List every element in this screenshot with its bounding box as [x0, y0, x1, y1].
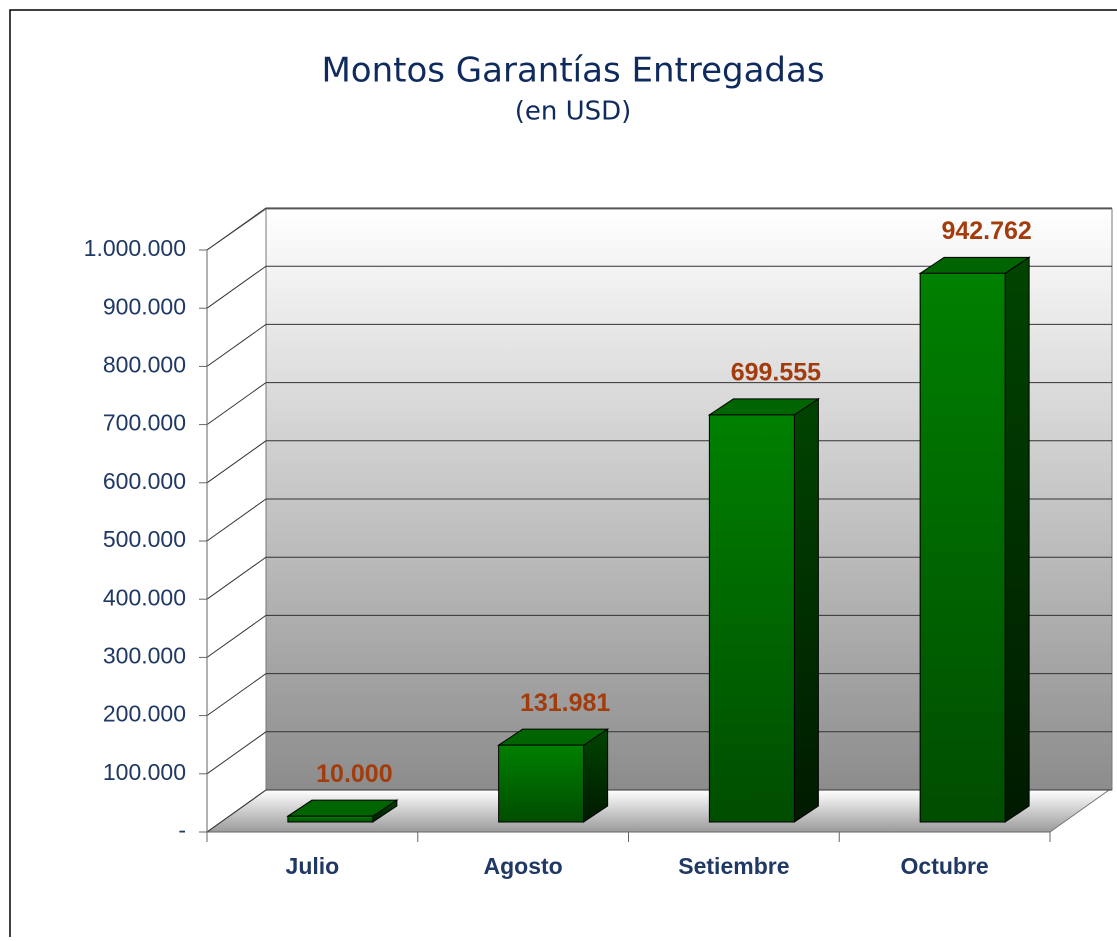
- grid-line: [206, 440, 1112, 484]
- bar-side: [1004, 256, 1030, 823]
- chart-subtitle: (en USD): [515, 97, 632, 127]
- bar: [918, 256, 1031, 823]
- bar-front: [498, 744, 585, 823]
- bar-front: [708, 414, 795, 823]
- grid-line: [206, 382, 1112, 426]
- grid-line: [206, 556, 1112, 600]
- y-tick-label: 800.000: [103, 351, 186, 377]
- y-tick-label: 600.000: [103, 468, 186, 494]
- value-label: 131.981: [520, 689, 610, 717]
- y-tick-label: 700.000: [103, 410, 186, 436]
- value-label: 942.762: [941, 217, 1031, 245]
- y-tick-label: 300.000: [103, 642, 186, 668]
- frame: [9, 9, 1117, 941]
- y-tick-label: 400.000: [103, 584, 186, 610]
- bar-front: [287, 815, 374, 823]
- grid-line: [206, 673, 1112, 717]
- grid-line: [206, 614, 1112, 658]
- x-tick-label: Agosto: [484, 853, 563, 879]
- chart-title: Montos Garantías Entregadas: [321, 51, 824, 91]
- y-tick-label: -: [178, 817, 186, 843]
- bar: [286, 799, 399, 823]
- y-tick-label: 1.000.000: [84, 235, 186, 261]
- grid-line: [206, 207, 1112, 251]
- grid-line: [206, 731, 1112, 775]
- bar-front: [919, 272, 1006, 823]
- grid-line: [206, 789, 1112, 833]
- value-label: 699.555: [731, 358, 821, 386]
- bar: [707, 397, 821, 823]
- x-tick-label: Setiembre: [678, 853, 789, 879]
- grid-line: [206, 265, 1112, 309]
- y-tick-label: 500.000: [103, 526, 186, 552]
- y-tick-label: 100.000: [103, 759, 186, 785]
- x-tick-label: Julio: [286, 853, 340, 879]
- grid-line: [206, 323, 1112, 367]
- x-tick-label: Octubre: [901, 853, 989, 879]
- value-label: 10.000: [316, 760, 392, 788]
- bar: [496, 728, 610, 823]
- bar-side: [793, 397, 819, 823]
- y-tick-label: 900.000: [103, 293, 186, 319]
- y-tick-label: 200.000: [103, 701, 186, 727]
- grid-line: [206, 498, 1112, 542]
